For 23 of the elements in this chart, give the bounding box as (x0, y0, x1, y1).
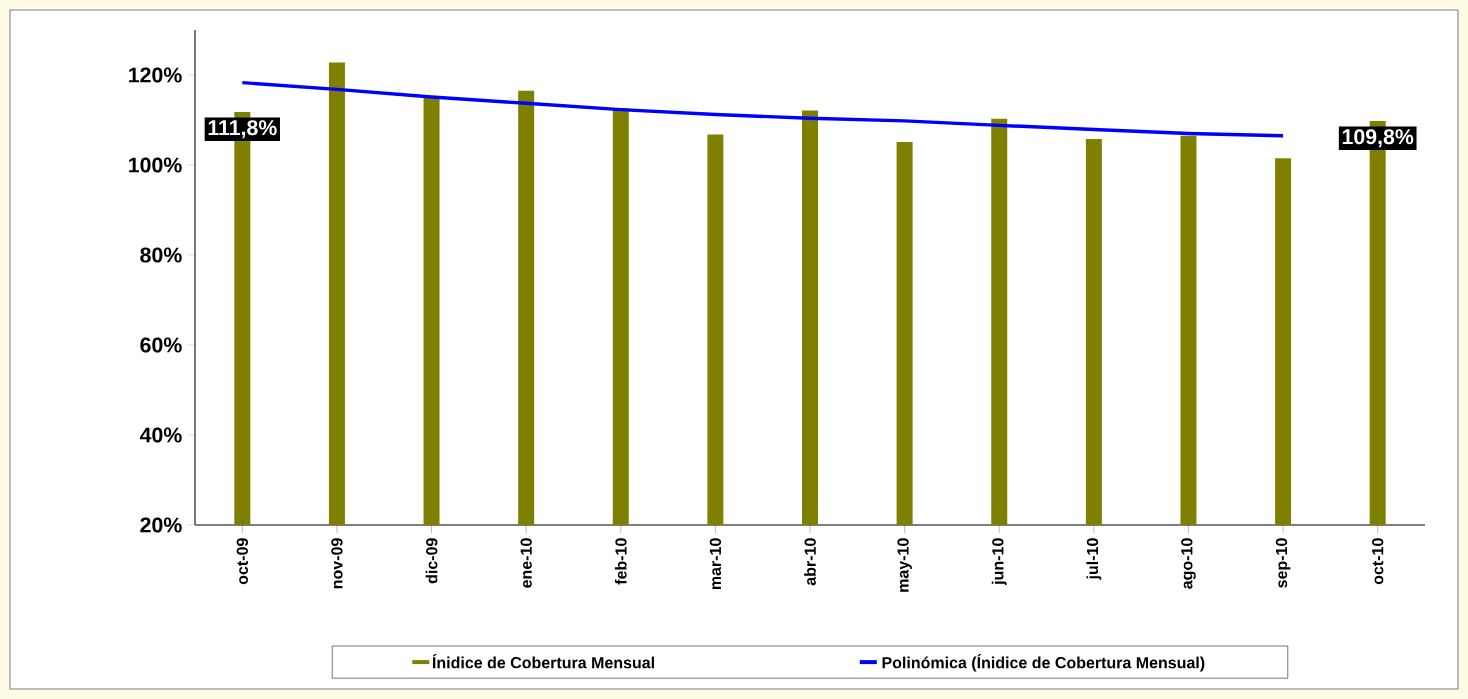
x-tick-label: ago-10 (1181, 538, 1196, 589)
x-tick-label: sep-10 (1275, 538, 1291, 588)
x-tick-label: dic-09 (425, 538, 438, 584)
data-label: 111,8% (208, 120, 277, 139)
x-tick-label: jun-10 (991, 538, 1007, 586)
y-tick-label: 100% (129, 157, 182, 173)
x-tick-label: ene-10 (520, 538, 532, 588)
x-tick-label: may-10 (897, 538, 912, 592)
y-tick-label: 80% (140, 247, 182, 263)
legend-label: Ínidice de Cobertura Mensual (432, 654, 654, 669)
legend-label: Polinómica (Ínidice de Cobertura Mensual) (882, 654, 1205, 672)
x-tick-label: nov-09 (331, 538, 343, 589)
x-tick-label: jul-10 (1086, 538, 1102, 580)
y-tick-label: 40% (139, 427, 182, 443)
data-label: 109,8% (1342, 129, 1414, 148)
y-tick-label: 60% (140, 337, 182, 353)
x-tick-label: oct-09 (236, 538, 248, 585)
x-tick-label: oct-10 (1372, 538, 1384, 585)
y-tick-label: 20% (140, 517, 182, 533)
x-tick-label: mar-10 (709, 538, 722, 590)
x-tick-label: abr-10 (804, 538, 816, 586)
x-tick-label: feb-10 (614, 538, 627, 585)
y-tick-label: 120% (129, 67, 182, 83)
